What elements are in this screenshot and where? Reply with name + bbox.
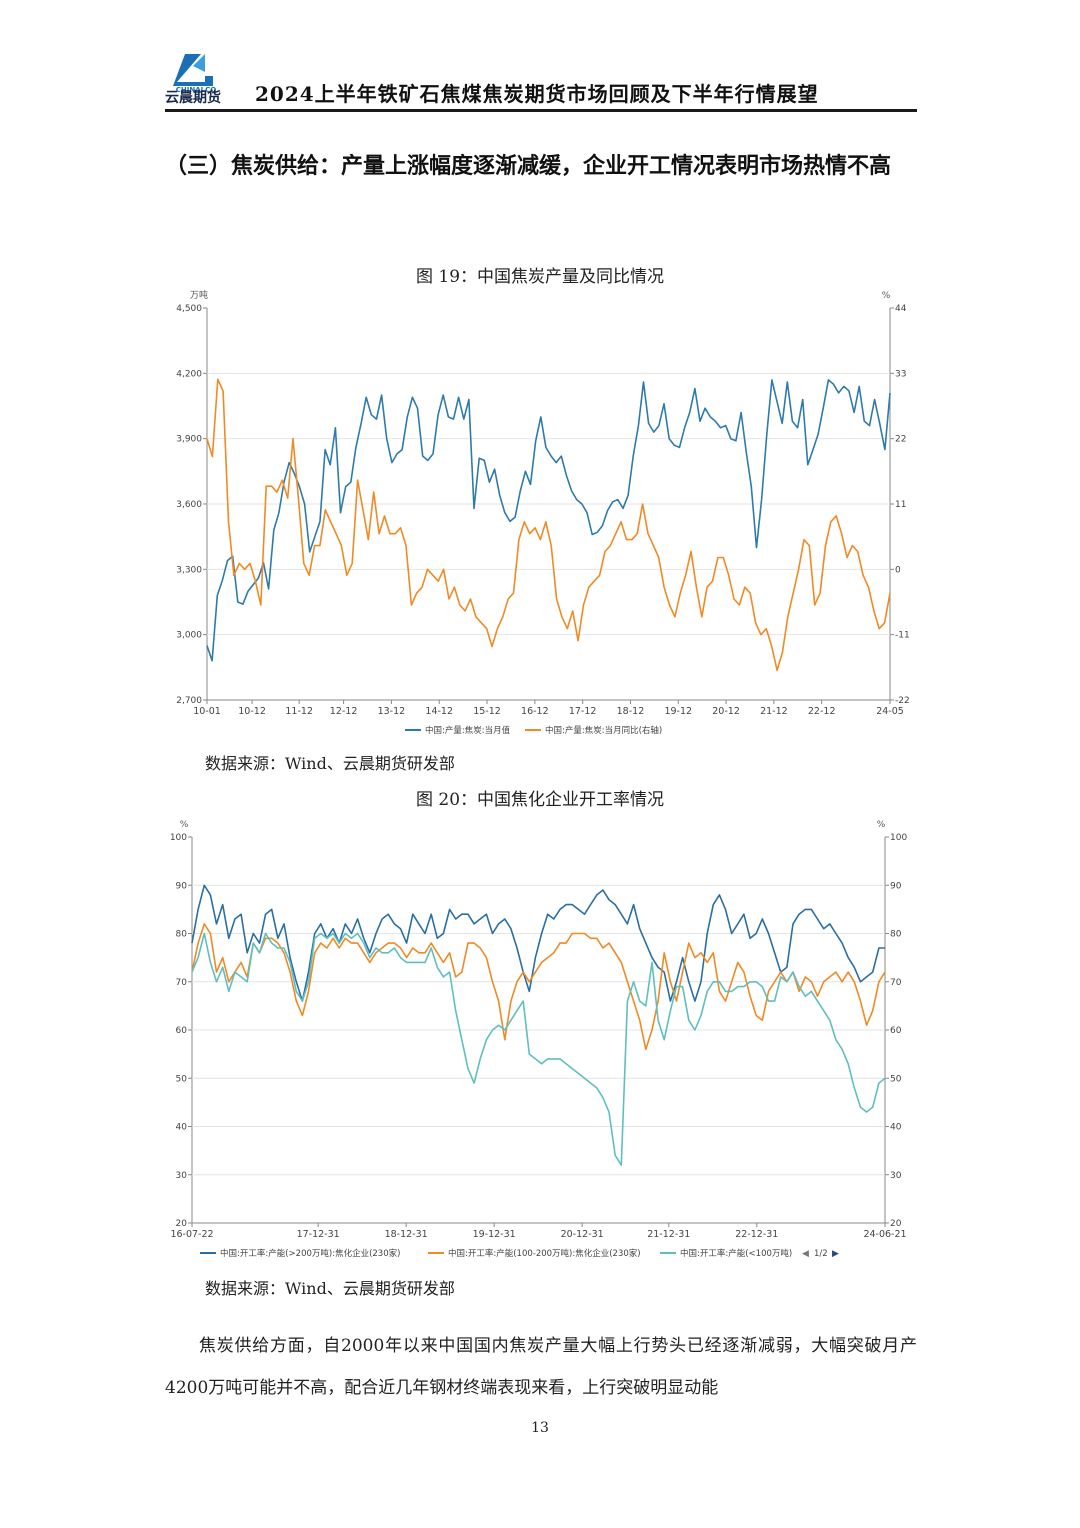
legend-label: 中国:开工率:产能(>200万吨):焦化企业(230家) xyxy=(220,1248,400,1259)
x-tick-label: 12-12 xyxy=(330,706,358,717)
y-left-tick-label: 4,500 xyxy=(176,304,202,314)
y-right-tick-label: 11 xyxy=(895,500,906,510)
x-tick-label: 18-12 xyxy=(617,706,645,717)
legend-label: 中国:开工率:产能(<100万吨) xyxy=(680,1248,792,1259)
y-left-tick-label: 50 xyxy=(176,1074,188,1084)
legend-label: 中国:产量:焦炭:当月值 xyxy=(425,725,511,736)
x-tick-label: 10-12 xyxy=(238,706,266,717)
y-right-tick-label: 100 xyxy=(890,833,907,843)
y-right-tick-label: 90 xyxy=(890,881,902,891)
x-tick-label: 10-01 xyxy=(193,706,221,717)
x-tick-label: 22-12-31 xyxy=(735,1229,778,1240)
figure-19-source: 数据来源：Wind、云晨期货研发部 xyxy=(205,754,455,773)
header-divider xyxy=(165,109,917,112)
series-line-1 xyxy=(191,884,885,1002)
figure-20-title: 图 20：中国焦化企业开工率情况 xyxy=(415,790,665,810)
y-left-tick-label: 3,600 xyxy=(176,500,202,510)
figure-19-title: 图 19：中国焦炭产量及同比情况 xyxy=(415,267,665,287)
y-left-tick-label: 20 xyxy=(176,1219,188,1229)
page-header: CHINALCO 云晨期货 2024上半年铁矿石焦煤焦炭期货市场回顾及下半年行情… xyxy=(165,40,917,112)
legend-next-icon: ▶ xyxy=(832,1249,839,1259)
y-left-tick-label: 30 xyxy=(176,1171,188,1181)
series-line-3 xyxy=(191,932,886,1166)
y-right-tick-label: 40 xyxy=(890,1123,902,1133)
y-right-tick-label: 80 xyxy=(890,930,902,940)
x-tick-label: 19-12-31 xyxy=(473,1229,516,1240)
logo-text: CHINALCO xyxy=(176,86,216,94)
x-tick-label: 24-05 xyxy=(876,706,904,717)
y-right-tick-label: 50 xyxy=(890,1074,902,1084)
x-tick-label: 13-12 xyxy=(378,706,406,717)
series-line-2 xyxy=(206,378,891,672)
x-tick-label: 15-12 xyxy=(473,706,501,717)
x-tick-label: 18-12-31 xyxy=(385,1229,428,1240)
left-unit-label: % xyxy=(180,820,189,830)
x-tick-label: 21-12-31 xyxy=(647,1229,690,1240)
left-unit-label: 万吨 xyxy=(190,289,208,301)
x-tick-label: 20-12-31 xyxy=(561,1229,604,1240)
right-unit-label: % xyxy=(882,291,891,301)
y-right-tick-label: 60 xyxy=(890,1026,902,1036)
x-tick-label: 20-12 xyxy=(712,706,740,717)
series-line-2 xyxy=(191,923,886,1051)
y-right-tick-label: 44 xyxy=(895,304,907,314)
y-left-tick-label: 40 xyxy=(176,1123,188,1133)
series-line-1 xyxy=(206,379,891,662)
y-right-tick-label: 20 xyxy=(890,1219,902,1229)
y-right-tick-label: 0 xyxy=(895,565,901,575)
x-tick-label: 17-12 xyxy=(569,706,597,717)
figure-20-source: 数据来源：Wind、云晨期货研发部 xyxy=(205,1279,455,1298)
page-number: 13 xyxy=(531,1420,549,1436)
right-unit-label: % xyxy=(877,820,886,830)
x-tick-label: 24-06-21 xyxy=(863,1229,906,1240)
header-title: 2024上半年铁矿石焦煤焦炭期货市场回顾及下半年行情展望 xyxy=(255,82,819,106)
y-right-tick-label: 33 xyxy=(895,369,906,379)
y-right-tick-label: -22 xyxy=(895,696,910,706)
legend-label: 中国:开工率:产能(100-200万吨):焦化企业(230家) xyxy=(448,1248,641,1259)
coking-utilization-chart: % % 100 100 90 90 80 80 70 70 60 60 50 50 40 40 30 30 20 20… xyxy=(170,820,908,1259)
x-tick-label: 21-12 xyxy=(760,706,788,717)
x-tick-label: 22-12 xyxy=(808,706,836,717)
section-heading: （三）焦炭供给：产量上涨幅度逐渐减缓，企业开工情况表明市场热情不高 xyxy=(165,154,892,179)
legend-page-label: 1/2 xyxy=(814,1249,828,1259)
y-left-tick-label: 4,200 xyxy=(176,369,202,379)
y-left-tick-label: 70 xyxy=(176,978,188,988)
legend-prev-icon: ◀ xyxy=(802,1249,809,1259)
x-tick-label: 16-07-22 xyxy=(170,1229,213,1240)
coke-output-chart: 万吨 % 4,500 44 4,200 33 3,900 22 3,600 11 3,300 0 3,0… xyxy=(176,289,910,736)
y-left-tick-label: 3,900 xyxy=(176,435,202,445)
y-right-tick-label: 30 xyxy=(890,1171,902,1181)
y-left-tick-label: 3,000 xyxy=(176,631,202,641)
body-text: 焦炭供给方面，自2000年以来中国国内焦炭产量大幅上行势头已经逐渐减弱，大幅突破… xyxy=(165,1325,917,1409)
y-left-tick-label: 80 xyxy=(176,930,188,940)
x-tick-label: 11-12 xyxy=(285,706,313,717)
company-name: 云晨期货 xyxy=(165,90,221,106)
x-tick-label: 19-12 xyxy=(664,706,692,717)
x-tick-label: 17-12-31 xyxy=(297,1229,340,1240)
body-paragraph: 焦炭供给方面，自2000年以来中国国内焦炭产量大幅上行势头已经逐渐减弱，大幅突破… xyxy=(165,1336,917,1398)
y-left-tick-label: 60 xyxy=(176,1026,188,1036)
legend-label: 中国:产量:焦炭:当月同比(右轴) xyxy=(545,725,662,736)
y-right-tick-label: 70 xyxy=(890,978,902,988)
x-tick-label: 16-12 xyxy=(521,706,549,717)
y-right-tick-label: -11 xyxy=(895,631,910,641)
y-right-tick-label: 22 xyxy=(895,435,906,445)
x-tick-label: 14-12 xyxy=(425,706,453,717)
y-left-tick-label: 3,300 xyxy=(176,565,202,575)
y-left-tick-label: 2,700 xyxy=(176,696,202,706)
chinalco-logo-icon: CHINALCO xyxy=(173,54,216,94)
y-left-tick-label: 100 xyxy=(170,833,187,843)
y-left-tick-label: 90 xyxy=(176,881,188,891)
